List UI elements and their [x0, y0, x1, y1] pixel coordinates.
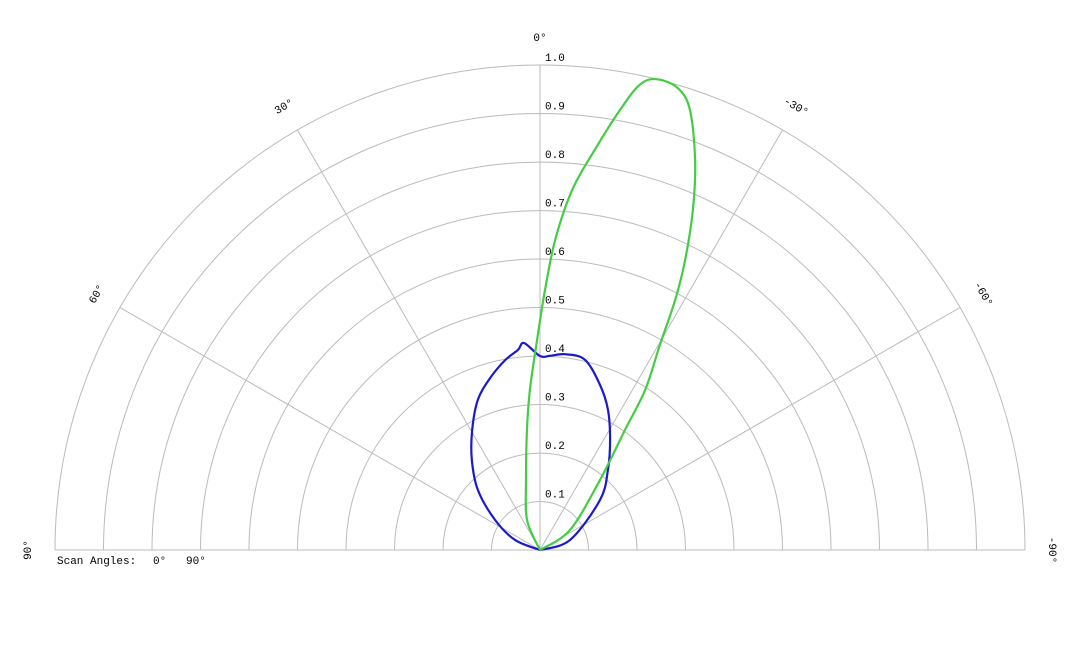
series-group: [470, 77, 697, 552]
grid: [54, 64, 1026, 551]
radial-tick-label: 0.5: [545, 296, 565, 308]
angle-tick-label: 90°: [23, 540, 35, 560]
angle-tick-label: -90°: [1045, 537, 1057, 563]
angle-tick-label: 60°: [88, 283, 108, 306]
series-line-0: [470, 341, 612, 552]
radial-tick-label: 0.6: [545, 247, 565, 259]
grid-spoke: [119, 307, 541, 551]
radial-tick-labels: 0.1 0.2 0.3 0.4 0.5 0.6 0.7 0.8 0.9 1.0: [545, 53, 565, 502]
angle-tick-label: 30°: [273, 98, 296, 118]
radial-tick-label: 0.2: [545, 441, 565, 453]
radial-tick-label: 0.4: [545, 344, 565, 356]
grid-spoke: [297, 129, 541, 551]
angle-tick-label: -30°: [781, 96, 810, 120]
radial-tick-label: 0.1: [545, 490, 565, 502]
radial-tick-label: 0.7: [545, 199, 565, 211]
angle-tick-label: 0°: [533, 33, 546, 45]
legend: Scan Angles: 0° 90°: [57, 556, 206, 568]
grid-spoke: [539, 307, 961, 551]
legend-entry-0deg: 0°: [153, 556, 166, 568]
angle-tick-label: -60°: [971, 280, 995, 309]
radial-tick-label: 1.0: [545, 53, 565, 65]
radial-tick-label: 0.3: [545, 393, 565, 405]
radial-tick-label: 0.8: [545, 150, 565, 162]
series-line-1: [524, 77, 697, 551]
legend-title: Scan Angles:: [57, 556, 136, 568]
radial-tick-label: 0.9: [545, 102, 565, 114]
legend-entry-90deg: 90°: [186, 556, 206, 568]
